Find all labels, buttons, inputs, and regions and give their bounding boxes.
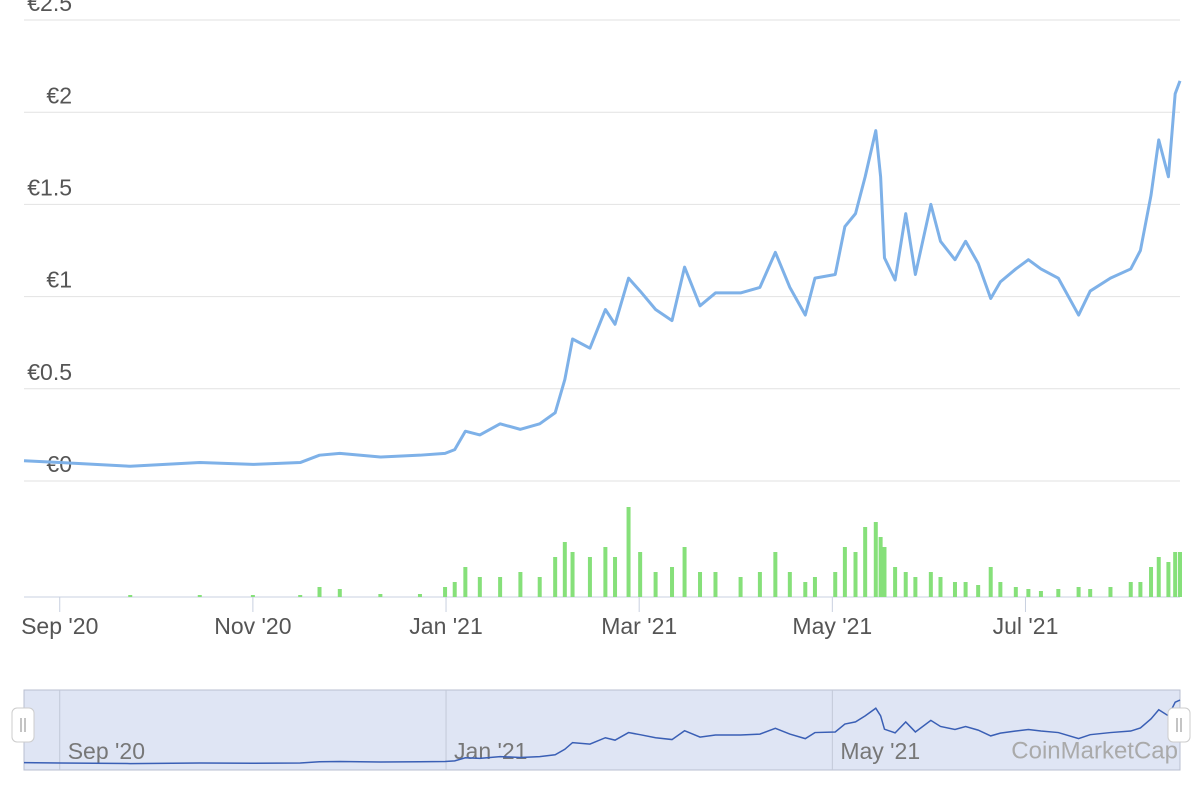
volume-bar [1038, 591, 1043, 597]
navigator-handle-right[interactable] [1167, 707, 1191, 743]
volume-bar [653, 572, 658, 597]
volume-bar [1026, 589, 1031, 597]
volume-bar [1166, 562, 1171, 597]
volume-bar [873, 522, 878, 597]
price-line [23, 80, 1182, 468]
volume-bar [952, 582, 957, 597]
volume-bar [893, 567, 898, 597]
volume-bar [998, 582, 1003, 597]
volume-bar [787, 572, 792, 597]
volume-bar [603, 547, 608, 597]
y-tick-label: €0.5 [27, 359, 72, 385]
volume-bar [833, 572, 838, 597]
volume-bar [698, 572, 703, 597]
volume-bar [842, 547, 847, 597]
volume-bar [1056, 589, 1061, 597]
volume-bar [976, 585, 981, 597]
volume-bar [878, 537, 883, 597]
volume-bar [638, 552, 643, 597]
volume-bar [443, 587, 448, 597]
volume-bar [1178, 552, 1182, 597]
volume-bar [1156, 557, 1161, 597]
x-tick-label: Mar '21 [601, 613, 677, 639]
volume-bar [812, 577, 817, 597]
volume-bar [913, 577, 918, 597]
volume-bar [773, 552, 778, 597]
volume-bar [537, 577, 542, 597]
y-tick-label: €2.5 [27, 0, 72, 16]
volume-bar [498, 577, 503, 597]
navigator-tick-label: May '21 [840, 738, 920, 764]
volume-bar [963, 582, 968, 597]
volume-bar [452, 582, 457, 597]
volume-bar [1173, 552, 1178, 597]
volume-bar [938, 577, 943, 597]
volume-bar [682, 547, 687, 597]
volume-bar [553, 557, 558, 597]
x-tick-label: Nov '20 [214, 613, 291, 639]
volume-bar [518, 572, 523, 597]
volume-bar [613, 557, 618, 597]
volume-bar [928, 572, 933, 597]
volume-bar [337, 589, 342, 597]
volume-bar [626, 507, 631, 597]
volume-bar [853, 552, 858, 597]
volume-bar [1076, 587, 1081, 597]
y-tick-label: €2 [46, 82, 72, 108]
volume-bar [250, 595, 255, 597]
x-tick-label: Jul '21 [993, 613, 1059, 639]
volume-bar [757, 572, 762, 597]
x-tick-label: May '21 [792, 613, 872, 639]
volume-bar [882, 547, 887, 597]
volume-bar [128, 595, 133, 597]
watermark: CoinMarketCap [1011, 737, 1178, 764]
volume-bar [903, 572, 908, 597]
volume-bar [570, 552, 575, 597]
volume-bar [317, 587, 322, 597]
volume-bar [1013, 587, 1018, 597]
navigator-tick-label: Sep '20 [68, 738, 145, 764]
navigator-handle-left[interactable] [11, 707, 35, 743]
navigator-background [23, 689, 1181, 771]
x-tick-label: Sep '20 [21, 613, 98, 639]
volume-bar [562, 542, 567, 597]
volume-bar [803, 582, 808, 597]
volume-bar [738, 577, 743, 597]
volume-bar [477, 577, 482, 597]
volume-bar [587, 557, 592, 597]
volume-bar [863, 527, 868, 597]
volume-bar [463, 567, 468, 597]
volume-bar [670, 567, 675, 597]
handle-grip [20, 718, 1182, 732]
navigator-line [23, 699, 1181, 765]
volume-bar [1138, 582, 1143, 597]
volume-bar [713, 572, 718, 597]
y-tick-label: €1.5 [27, 174, 72, 200]
volume-bar [417, 594, 422, 597]
volume-bar [197, 595, 202, 597]
volume-bar [1088, 589, 1093, 597]
volume-bar [378, 594, 383, 597]
x-tick-label: Jan '21 [409, 613, 482, 639]
y-tick-label: €1 [46, 267, 72, 293]
volume-bar [988, 567, 993, 597]
volume-bar [1108, 587, 1113, 597]
volume-bar [298, 595, 303, 597]
navigator-tick-label: Jan '21 [454, 738, 527, 764]
volume-bar [1149, 567, 1154, 597]
volume-bar [1128, 582, 1133, 597]
